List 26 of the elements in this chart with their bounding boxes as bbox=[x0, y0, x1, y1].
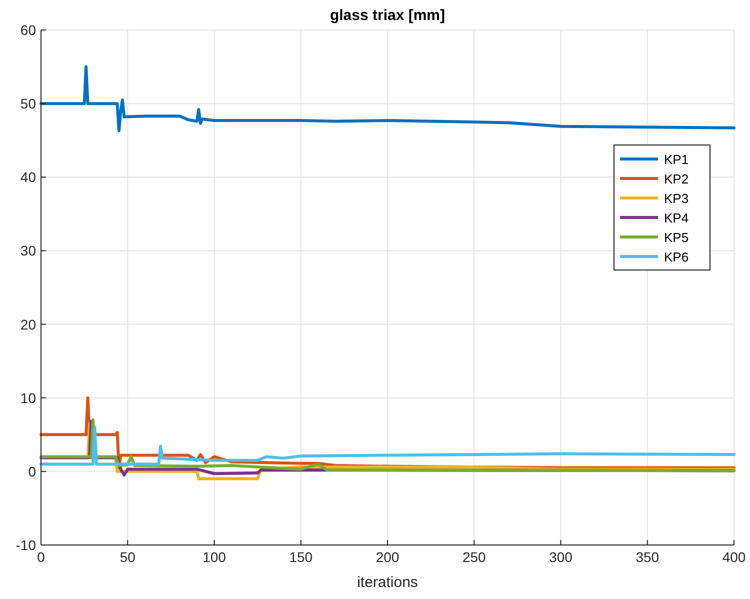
x-tick-label: 400 bbox=[722, 549, 746, 565]
x-tick-label: 150 bbox=[289, 549, 313, 565]
y-tick-label: 60 bbox=[20, 22, 36, 38]
y-tick-label: 30 bbox=[20, 242, 36, 259]
y-tick-label: 50 bbox=[20, 96, 36, 112]
x-tick-label: 300 bbox=[549, 549, 573, 565]
legend-label: KP1 bbox=[664, 152, 689, 167]
x-tick-label: 200 bbox=[376, 549, 400, 565]
x-axis-title: iterations bbox=[357, 574, 418, 591]
legend-label: KP6 bbox=[664, 250, 689, 264]
y-tick-label: 20 bbox=[20, 316, 36, 332]
chart-title: glass triax [mm] bbox=[330, 7, 446, 24]
x-tick-label: 350 bbox=[636, 549, 660, 565]
legend-label: KP5 bbox=[664, 230, 689, 245]
y-tick-label: -10 bbox=[16, 537, 36, 553]
legend-label: KP4 bbox=[664, 210, 689, 226]
y-tick-label: 0 bbox=[28, 463, 36, 480]
x-tick-label: 50 bbox=[120, 549, 136, 565]
line-series bbox=[40, 426, 736, 466]
y-tick-label: 40 bbox=[20, 169, 36, 186]
legend-label: KP3 bbox=[664, 191, 689, 206]
y-tick-label: 10 bbox=[20, 390, 36, 406]
legend-label: KP2 bbox=[664, 172, 689, 186]
line-series bbox=[40, 65, 736, 132]
x-tick-label: 250 bbox=[462, 549, 486, 565]
x-tick-label: 100 bbox=[202, 549, 226, 565]
